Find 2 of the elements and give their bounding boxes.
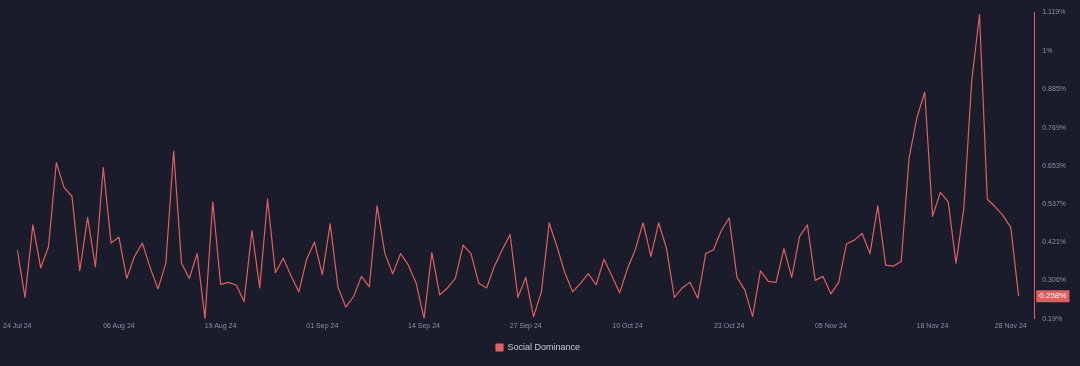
annotation: 0.258% — [1039, 291, 1067, 301]
legend-label: Social Dominance — [507, 341, 581, 352]
